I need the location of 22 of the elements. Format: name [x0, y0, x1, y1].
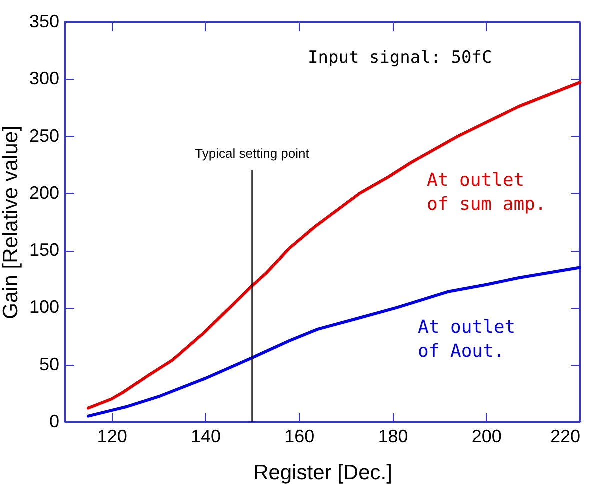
- x-tick-label: 200: [472, 426, 502, 446]
- y-tick-label: 300: [29, 68, 60, 89]
- line-series: [86, 266, 582, 418]
- line-series: [86, 81, 582, 410]
- x-tick-label: 160: [284, 426, 315, 446]
- y-tick-label: 250: [29, 126, 60, 146]
- x-tick-label: 140: [190, 426, 221, 446]
- y-tick-label: 150: [29, 240, 60, 260]
- annotation: Input signal: 50fC: [308, 48, 492, 68]
- series-label: At outlet of sum amp.: [427, 170, 546, 215]
- y-tick-label: 100: [29, 297, 60, 318]
- x-axis-title: Register [Dec.]: [254, 462, 392, 484]
- x-tick-label: 120: [97, 426, 128, 446]
- series-label: At outlet of Aout.: [418, 317, 516, 362]
- y-tick-label: 0: [49, 412, 60, 432]
- x-tick-label: 180: [378, 426, 408, 446]
- y-tick-label: 350: [29, 12, 60, 32]
- x-tick-label: 220: [550, 426, 580, 446]
- y-tick-label: 50: [39, 354, 60, 374]
- ref-line-label: Typical setting point: [195, 146, 310, 161]
- y-axis-title: Gain [Relative value]: [0, 126, 22, 320]
- y-tick-label: 200: [29, 182, 60, 203]
